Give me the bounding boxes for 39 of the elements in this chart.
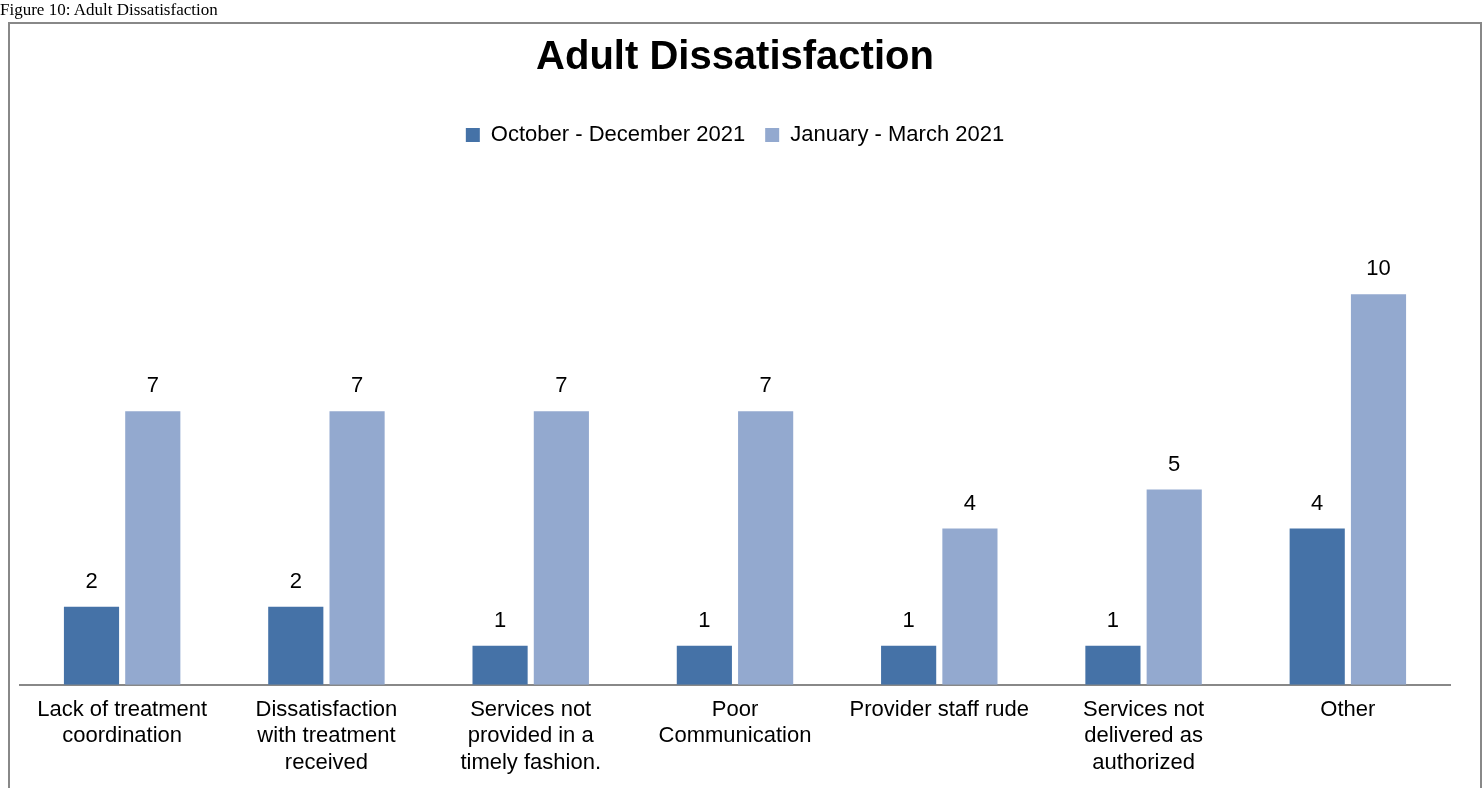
x-tick-label: Other — [1320, 696, 1376, 722]
bar — [1350, 294, 1407, 685]
data-label: 7 — [350, 372, 364, 398]
data-label: 4 — [963, 489, 977, 515]
x-tick-label: Lack of treatment coordination — [37, 696, 208, 748]
legend-label: January - March 2021 — [790, 121, 1005, 147]
x-tick-label: Dissatisfaction with treatment received — [255, 696, 398, 774]
bar — [533, 411, 589, 685]
x-tick-label: Services not delivered as authorized — [1083, 696, 1205, 774]
x-tick-label: Provider staff rude — [849, 696, 1029, 722]
bar — [881, 645, 937, 685]
data-label: 1 — [493, 606, 507, 632]
bar — [125, 411, 181, 685]
data-label: 5 — [1168, 450, 1181, 476]
bar — [329, 411, 385, 685]
chart-title: Adult Dissatisfaction — [536, 33, 934, 78]
data-label: 7 — [759, 372, 772, 398]
data-label: 1 — [902, 606, 915, 632]
data-label: 2 — [85, 567, 98, 593]
caption: Figure 10: Adult Dissatisfaction — [0, 0, 218, 20]
bar — [1289, 528, 1345, 685]
x-tick-label: Services not provided in a timely fashion. — [460, 696, 602, 774]
x-tick-label: Poor Communication — [658, 696, 812, 748]
data-label: 2 — [289, 567, 302, 593]
bar — [1085, 645, 1141, 685]
data-label: 7 — [555, 372, 568, 398]
data-label: 4 — [1311, 489, 1324, 515]
data-label: 7 — [146, 372, 159, 398]
bar — [676, 645, 732, 685]
legend-label: October - December 2021 — [490, 121, 746, 147]
bar — [738, 411, 794, 685]
bar — [268, 606, 324, 685]
bar — [942, 528, 998, 685]
data-label: 10 — [1366, 255, 1391, 281]
data-label: 1 — [1106, 606, 1120, 632]
data-label: 1 — [698, 606, 711, 632]
bar — [1146, 489, 1202, 685]
bar — [472, 645, 528, 685]
bar — [63, 606, 120, 685]
